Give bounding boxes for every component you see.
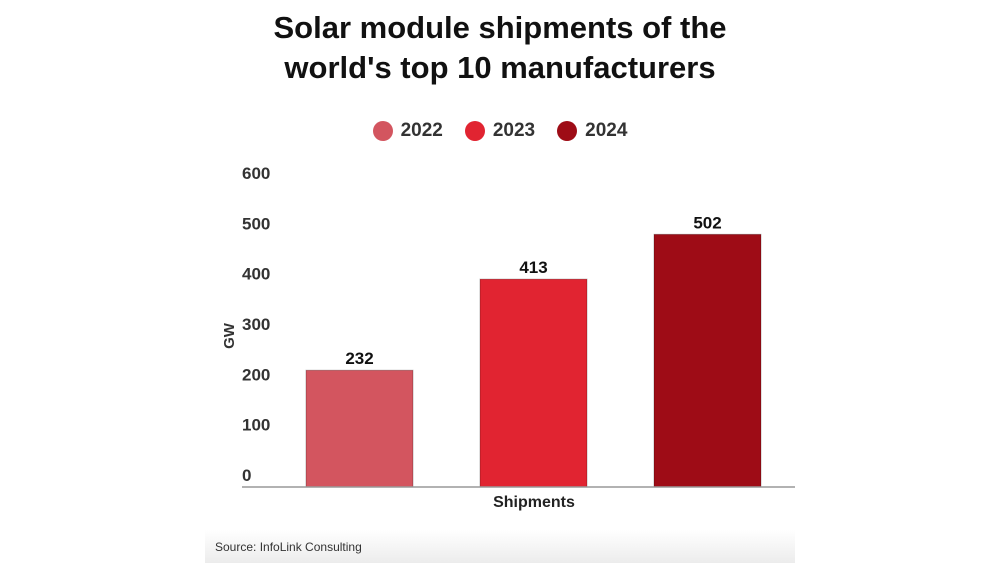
legend-label: 2023 xyxy=(492,120,536,141)
data-label: 413 xyxy=(519,258,547,277)
legend-item-2024: 2024 xyxy=(557,120,627,142)
legend-swatch xyxy=(372,121,393,141)
legend-label: 2024 xyxy=(585,120,628,141)
bar-2023 xyxy=(479,278,588,488)
legend-swatch xyxy=(557,121,578,141)
bar-2024 xyxy=(653,233,762,488)
y-tick-label: 500 xyxy=(242,214,270,233)
source-note: Source: InfoLink Consulting xyxy=(215,540,362,554)
y-tick-label: 600 xyxy=(242,164,270,183)
y-tick-label: 100 xyxy=(242,416,270,435)
y-tick-label: 400 xyxy=(242,265,270,284)
chart-title-line-1: Solar module shipments of the xyxy=(273,10,727,45)
y-tick-label: 0 xyxy=(242,466,251,485)
y-tick-label: 200 xyxy=(242,365,270,384)
legend-swatch xyxy=(464,121,485,141)
y-tick-label: 300 xyxy=(242,315,270,334)
data-label: 502 xyxy=(693,213,721,232)
legend-item-2022: 2022 xyxy=(372,120,443,142)
footer: Source: InfoLink Consulting xyxy=(205,530,795,563)
legend-label: 2022 xyxy=(400,120,443,141)
legend-item-2023: 2023 xyxy=(464,120,536,142)
x-axis-label: Shipments xyxy=(493,494,575,511)
chart-title: Solar module shipments of the world's to… xyxy=(0,8,1000,88)
legend: 2022 2023 2024 xyxy=(0,120,1000,142)
chart-title-line-2: world's top 10 manufacturers xyxy=(284,50,716,85)
y-axis-label: GW xyxy=(221,322,238,349)
bar-2022 xyxy=(305,369,414,488)
data-label: 232 xyxy=(345,349,373,368)
